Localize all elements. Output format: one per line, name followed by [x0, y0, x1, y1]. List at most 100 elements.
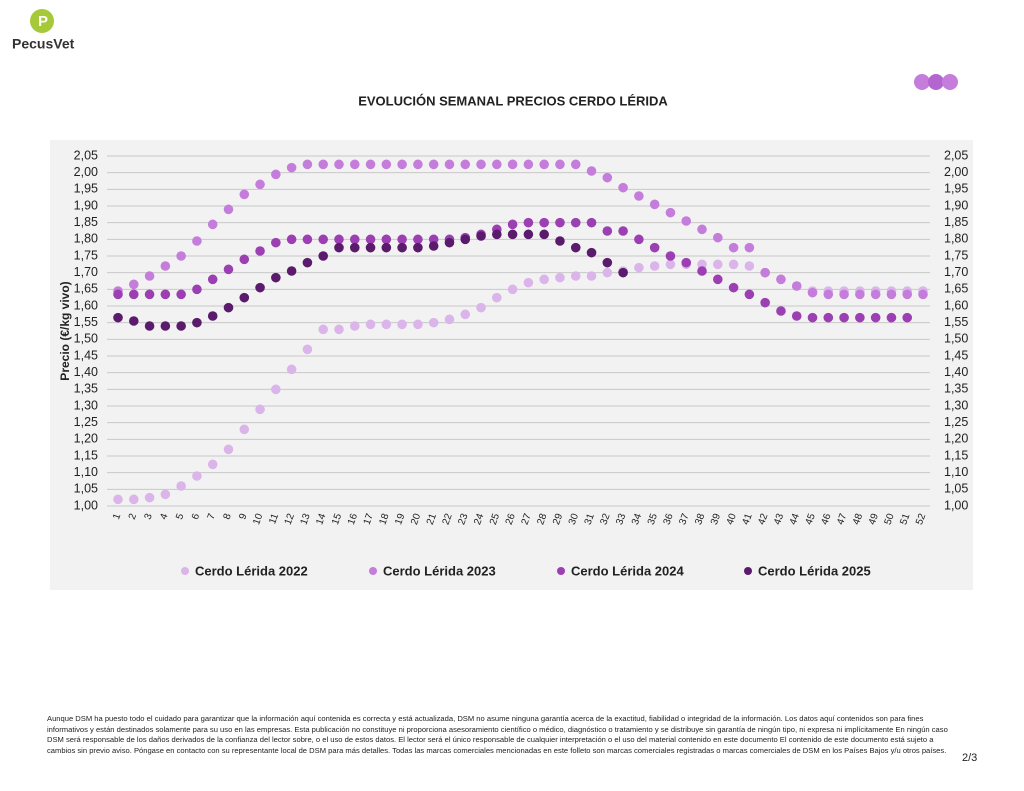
x-tick-label: 5 — [174, 512, 186, 521]
data-point — [760, 267, 770, 278]
data-point — [507, 229, 518, 240]
y-tick-label: 1,50 — [74, 332, 98, 346]
data-point — [697, 224, 707, 235]
data-point — [665, 259, 676, 270]
data-point — [697, 266, 707, 276]
data-point — [397, 242, 407, 253]
disclaimer: Aunque DSM ha puesto todo el cuidado par… — [47, 714, 948, 755]
y-tick-label: 1,45 — [74, 348, 98, 362]
x-tick-label: 15 — [330, 512, 344, 527]
data-point — [128, 289, 139, 300]
y2-tick-label: 1,15 — [944, 448, 968, 462]
x-tick-label: 28 — [535, 512, 549, 527]
data-point — [365, 242, 376, 253]
data-point — [271, 237, 281, 248]
data-point — [744, 289, 755, 300]
data-point — [381, 242, 392, 253]
x-tick-label: 44 — [788, 512, 802, 527]
chart-title: EVOLUCIÓN SEMANAL PRECIOS CERDO LÉRIDA — [358, 93, 668, 108]
data-point — [570, 159, 581, 170]
data-point — [381, 159, 392, 170]
data-point — [665, 251, 676, 261]
data-point — [176, 251, 186, 261]
data-point — [902, 312, 913, 323]
data-point — [334, 159, 344, 170]
data-point — [649, 261, 660, 271]
y2-tick-label: 1,00 — [944, 498, 968, 512]
data-point — [618, 182, 628, 193]
data-point — [255, 282, 265, 293]
data-point — [365, 234, 376, 245]
x-tick-label: 26 — [504, 512, 518, 527]
data-point — [492, 292, 502, 303]
y2-tick-label: 1,80 — [944, 232, 968, 246]
data-point — [318, 159, 328, 170]
data-point — [239, 254, 250, 265]
data-point — [523, 217, 534, 228]
data-point — [618, 267, 628, 278]
data-point — [634, 234, 644, 245]
data-point — [886, 312, 897, 323]
logo-text: PecusVet — [12, 36, 75, 52]
data-point — [760, 297, 770, 308]
data-point — [334, 242, 344, 253]
data-point — [349, 234, 360, 245]
data-point — [886, 289, 897, 300]
x-tick-label: 18 — [377, 512, 391, 527]
x-tick-label: 51 — [898, 512, 912, 527]
x-tick-label: 3 — [143, 512, 155, 521]
data-point — [302, 257, 313, 268]
data-point — [444, 159, 455, 170]
x-tick-label: 36 — [662, 512, 676, 527]
x-tick-label: 23 — [456, 512, 470, 527]
data-point — [807, 312, 818, 323]
data-point — [239, 424, 250, 435]
x-tick-label: 45 — [804, 512, 818, 527]
data-point — [239, 292, 250, 303]
data-point — [207, 219, 218, 230]
y-tick-label: 1,55 — [74, 315, 98, 329]
data-point — [728, 259, 739, 270]
data-point — [428, 317, 439, 328]
data-point — [381, 234, 392, 245]
data-point — [649, 242, 660, 253]
legend-label: Cerdo Lérida 2025 — [758, 563, 871, 578]
data-point — [602, 257, 613, 268]
x-tick-label: 49 — [867, 512, 881, 527]
data-point — [334, 234, 344, 245]
data-point — [239, 189, 250, 200]
data-point — [570, 217, 581, 228]
data-point — [192, 471, 202, 481]
y-tick-label: 1,85 — [74, 215, 98, 229]
y-axis-title: Precio (€/kg vivo) — [58, 281, 72, 380]
data-point — [539, 159, 549, 170]
data-point — [855, 289, 865, 300]
data-point — [539, 274, 549, 285]
y2-tick-label: 1,75 — [944, 248, 968, 262]
data-point — [318, 324, 328, 335]
y-tick-label: 1,90 — [74, 198, 98, 212]
legend-label: Cerdo Lérida 2022 — [195, 563, 308, 578]
data-point — [444, 314, 455, 325]
y2-tick-label: 1,85 — [944, 215, 968, 229]
data-point — [523, 277, 534, 288]
data-point — [776, 274, 786, 285]
data-point — [160, 261, 171, 271]
data-point — [428, 241, 439, 251]
data-point — [318, 251, 328, 261]
x-tick-label: 33 — [614, 512, 628, 527]
y2-tick-label: 1,65 — [944, 282, 968, 296]
data-point — [144, 321, 155, 331]
data-point — [460, 309, 471, 320]
y2-tick-label: 1,45 — [944, 348, 968, 362]
data-point — [413, 234, 423, 245]
data-point — [413, 242, 423, 253]
data-point — [128, 494, 139, 505]
data-point — [302, 234, 313, 245]
y2-tick-label: 1,25 — [944, 415, 968, 429]
data-point — [286, 162, 297, 173]
data-point — [397, 319, 407, 330]
legend-marker — [181, 567, 189, 575]
data-point — [160, 289, 171, 300]
